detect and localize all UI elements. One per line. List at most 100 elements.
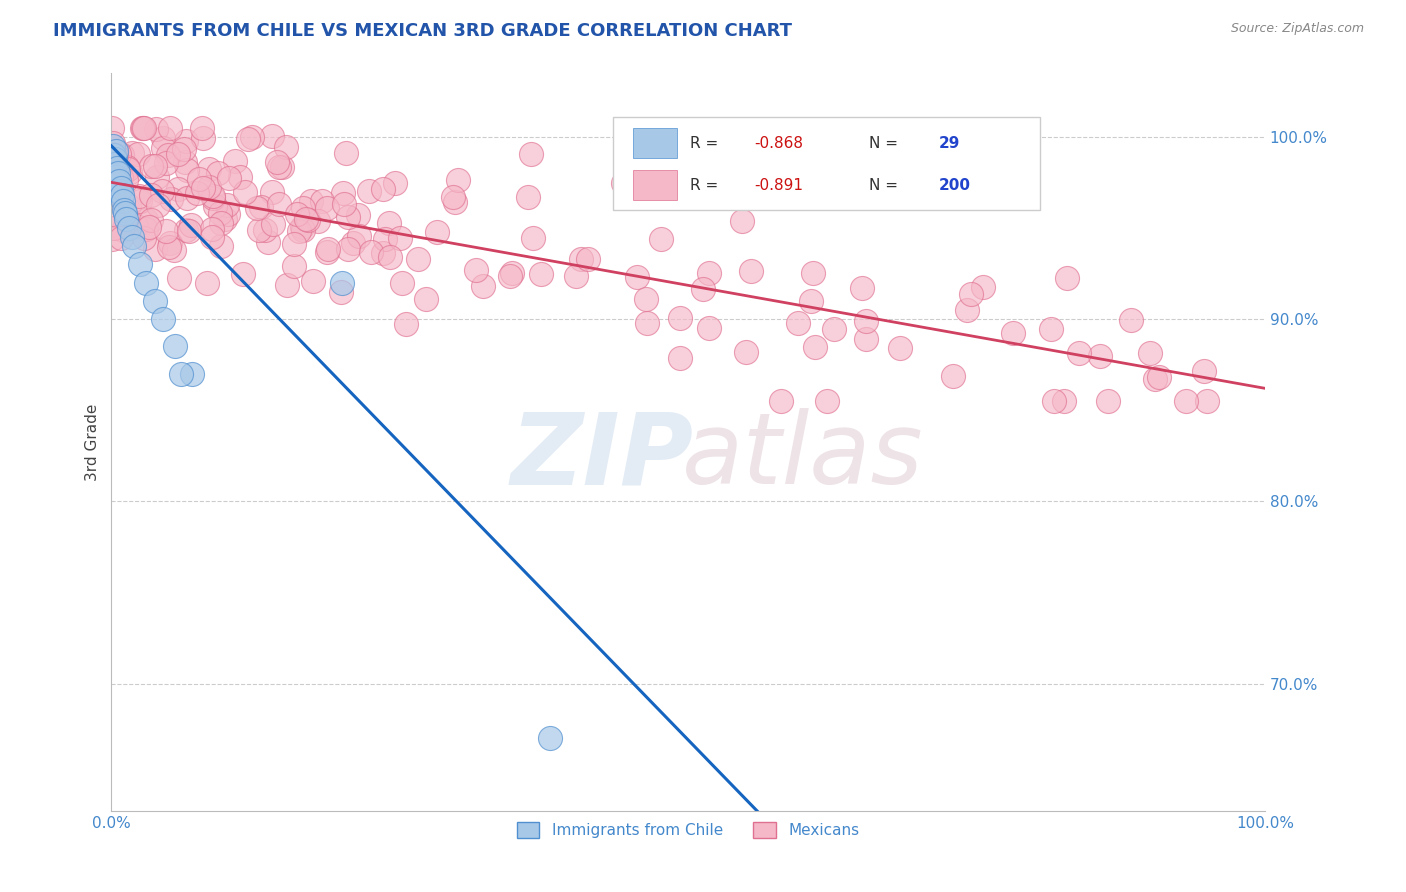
- Point: [336, 242, 359, 256]
- Point: [262, 217, 284, 231]
- Point: [441, 190, 464, 204]
- Point: [501, 266, 523, 280]
- Point: [152, 130, 174, 145]
- FancyBboxPatch shape: [633, 128, 676, 158]
- Point: [101, 139, 124, 153]
- Point: [209, 216, 232, 230]
- Point: [163, 339, 186, 353]
- Point: [426, 225, 449, 239]
- Point: [371, 181, 394, 195]
- Point: [112, 202, 135, 217]
- Point: [636, 316, 658, 330]
- Point: [335, 146, 357, 161]
- Point: [233, 186, 256, 200]
- Point: [103, 190, 125, 204]
- Point: [218, 171, 240, 186]
- Text: -0.891: -0.891: [754, 178, 803, 193]
- Point: [283, 237, 305, 252]
- Point: [188, 172, 211, 186]
- Text: -0.868: -0.868: [754, 136, 803, 151]
- Point: [191, 181, 214, 195]
- Point: [201, 189, 224, 203]
- Point: [143, 293, 166, 308]
- Point: [132, 120, 155, 135]
- Point: [176, 162, 198, 177]
- Point: [111, 148, 134, 162]
- Point: [669, 351, 692, 365]
- Point: [889, 341, 911, 355]
- Point: [104, 157, 127, 171]
- Point: [117, 161, 139, 175]
- Point: [131, 120, 153, 135]
- Point: [209, 205, 232, 219]
- Point: [1042, 394, 1064, 409]
- Point: [285, 207, 308, 221]
- Point: [143, 159, 166, 173]
- Point: [347, 229, 370, 244]
- Point: [118, 221, 141, 235]
- Point: [1139, 345, 1161, 359]
- Point: [118, 199, 141, 213]
- Point: [101, 207, 124, 221]
- Text: ZIP: ZIP: [510, 409, 695, 506]
- Point: [121, 145, 143, 160]
- Point: [118, 165, 141, 179]
- Point: [191, 131, 214, 145]
- Point: [174, 222, 197, 236]
- Point: [823, 321, 845, 335]
- Point: [408, 252, 430, 266]
- Text: 29: 29: [938, 136, 960, 151]
- Point: [152, 312, 174, 326]
- Point: [530, 267, 553, 281]
- Point: [472, 278, 495, 293]
- Point: [108, 147, 131, 161]
- Point: [415, 292, 437, 306]
- Point: [174, 134, 197, 148]
- Point: [330, 276, 353, 290]
- Point: [262, 128, 284, 143]
- Point: [176, 191, 198, 205]
- Point: [569, 252, 592, 266]
- Point: [105, 145, 128, 159]
- Point: [374, 231, 396, 245]
- Point: [181, 367, 204, 381]
- Point: [1069, 346, 1091, 360]
- Point: [1040, 322, 1063, 336]
- Point: [519, 147, 541, 161]
- Point: [117, 161, 139, 176]
- Point: [103, 148, 125, 162]
- Point: [1149, 370, 1171, 384]
- Point: [336, 210, 359, 224]
- Point: [110, 181, 132, 195]
- Point: [201, 221, 224, 235]
- Point: [163, 243, 186, 257]
- Point: [101, 156, 124, 170]
- Point: [101, 120, 124, 135]
- Point: [111, 194, 134, 208]
- Point: [195, 276, 218, 290]
- Point: [217, 207, 239, 221]
- Text: R =: R =: [690, 178, 724, 193]
- Point: [787, 317, 810, 331]
- Point: [299, 194, 322, 209]
- Point: [1088, 349, 1111, 363]
- Point: [107, 186, 129, 201]
- Point: [246, 201, 269, 215]
- Point: [311, 194, 333, 208]
- Text: N =: N =: [869, 136, 903, 151]
- Point: [315, 245, 337, 260]
- Point: [256, 235, 278, 249]
- Point: [146, 169, 169, 184]
- Point: [254, 223, 277, 237]
- Point: [650, 232, 672, 246]
- Point: [315, 202, 337, 216]
- Point: [815, 394, 838, 409]
- Point: [697, 266, 720, 280]
- Point: [186, 186, 208, 200]
- Point: [135, 276, 157, 290]
- Text: R =: R =: [690, 136, 724, 151]
- Point: [104, 148, 127, 162]
- Point: [307, 213, 329, 227]
- Point: [692, 282, 714, 296]
- Point: [150, 184, 173, 198]
